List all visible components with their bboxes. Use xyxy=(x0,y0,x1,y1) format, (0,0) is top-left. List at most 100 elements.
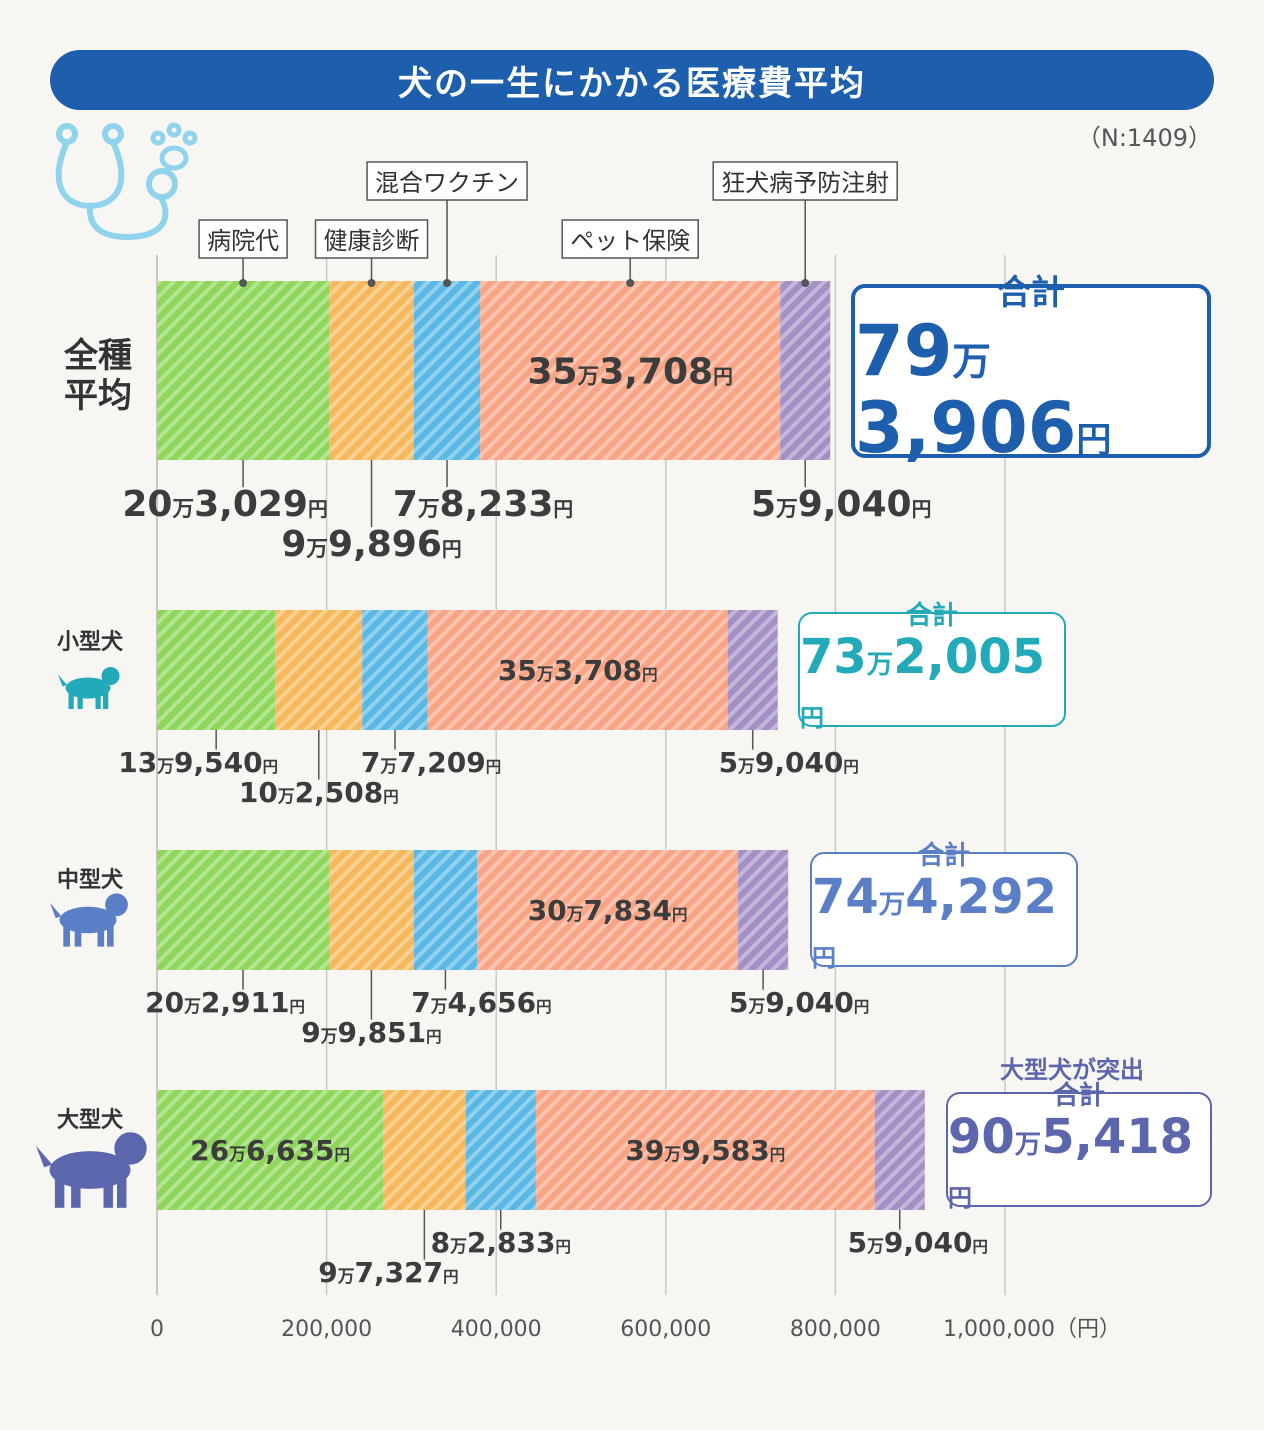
dog-head xyxy=(101,667,120,685)
legend-box xyxy=(366,161,528,201)
bar-texture xyxy=(738,850,789,970)
x-tick-label: 200,000 xyxy=(281,1317,372,1342)
data-label: 20万3,029円 xyxy=(122,484,327,525)
total-value-part: 円 xyxy=(812,943,836,972)
total-value-part: 4,292 xyxy=(905,869,1058,925)
legend-box xyxy=(314,219,429,259)
data-label: 5万9,040円 xyxy=(848,1226,988,1259)
bar-texture xyxy=(780,281,831,460)
dog-leg xyxy=(71,1178,81,1208)
dog-head xyxy=(105,893,128,917)
row-label-small: 小型犬 xyxy=(56,630,123,655)
leader-dot xyxy=(239,279,248,287)
bar-texture xyxy=(383,1090,466,1210)
total-label: 合計 xyxy=(917,841,970,872)
dog-leg xyxy=(95,692,101,709)
total-value-part: 万 xyxy=(1014,1129,1042,1160)
bar-texture xyxy=(480,281,781,460)
total-value: 73万2,005 円 xyxy=(800,631,1064,737)
total-value-part: 2,005 xyxy=(893,629,1046,685)
total-value-part: 万 xyxy=(878,889,906,920)
leader-dot xyxy=(367,279,376,287)
bar-texture xyxy=(413,281,481,460)
data-label: 20万2,911円 xyxy=(145,986,305,1019)
x-tick-label: 600,000 xyxy=(620,1317,711,1342)
total-value-part: 3,906 xyxy=(855,386,1077,469)
total-value-part: 74 xyxy=(812,869,879,925)
total-value-part: 5,418 xyxy=(1041,1109,1194,1165)
legend-label: 狂犬病予防注射 xyxy=(721,169,889,197)
data-label: 7万4,656円 xyxy=(411,986,551,1019)
bar-texture xyxy=(329,850,414,970)
bar-texture xyxy=(874,1090,925,1210)
paw-icon xyxy=(150,122,198,171)
bar-texture xyxy=(413,850,478,970)
dog-leg xyxy=(74,925,82,947)
bar-texture xyxy=(157,850,330,970)
total-box: 合計 73万2,005 円 xyxy=(798,602,1066,731)
data-label: 9万9,851円 xyxy=(301,1016,441,1049)
bar-texture xyxy=(535,1090,875,1210)
total-value-part: 万 xyxy=(866,649,894,680)
data-label: 7万7,209円 xyxy=(361,746,501,779)
data-label: 5万9,040円 xyxy=(729,986,869,1019)
dog-leg xyxy=(97,925,105,947)
bar-texture xyxy=(157,281,330,460)
row-label-medium: 中型犬 xyxy=(56,868,123,893)
stethoscope-icon xyxy=(55,123,178,240)
leader-dot xyxy=(801,279,810,287)
total-box: 合計 90万5,418 円 xyxy=(946,1082,1212,1211)
bar-texture xyxy=(157,1090,384,1210)
dog-leg xyxy=(68,692,74,709)
total-label: 合計 xyxy=(905,601,958,632)
row-label-all: 全種 平均 xyxy=(64,336,132,416)
x-tick-label: 800,000 xyxy=(790,1317,881,1342)
dog-leg xyxy=(117,1178,127,1208)
x-tick-label: 1,000,000（円） xyxy=(943,1317,1121,1342)
large-dog-callout: 大型犬が突出 xyxy=(1000,1056,1144,1084)
dog-icon xyxy=(50,893,128,947)
bar-texture xyxy=(477,850,739,970)
dog-head xyxy=(114,1132,147,1165)
data-label: 5万9,040円 xyxy=(751,484,931,525)
data-label: 9万7,327円 xyxy=(318,1256,458,1289)
dog-tail xyxy=(50,902,62,919)
bar-texture xyxy=(465,1090,536,1210)
x-tick-label: 400,000 xyxy=(451,1317,542,1342)
x-tick-label: 0 xyxy=(150,1317,164,1342)
data-label: 9万9,896円 xyxy=(281,524,461,565)
bar-texture xyxy=(157,610,276,730)
total-value-part: 79 xyxy=(855,309,953,392)
sample-size: （N:1409） xyxy=(1076,124,1212,152)
total-label: 合計 xyxy=(997,273,1065,314)
legend-label: 病院代 xyxy=(207,227,279,255)
bar-texture xyxy=(275,610,363,730)
dog-leg xyxy=(77,692,83,709)
data-label: 7万8,233円 xyxy=(393,484,573,525)
data-label: 8万2,833円 xyxy=(431,1226,571,1259)
legend-label: 健康診断 xyxy=(324,227,420,255)
legend-box xyxy=(712,161,898,201)
data-label: 13万9,540円 xyxy=(118,746,278,779)
total-value-part: 円 xyxy=(948,1183,972,1212)
total-value-part: 90 xyxy=(948,1109,1015,1165)
data-label: 35万3,708円 xyxy=(498,654,658,687)
data-label: 10万2,508円 xyxy=(239,776,399,809)
dog-icon xyxy=(36,1132,147,1208)
leader-dot xyxy=(443,279,452,287)
data-label: 30万7,834円 xyxy=(528,894,688,927)
total-value: 90万5,418 円 xyxy=(948,1111,1210,1217)
bar-texture xyxy=(727,610,778,730)
data-label: 26万6,635円 xyxy=(190,1134,350,1167)
data-label: 39万9,583円 xyxy=(625,1134,785,1167)
data-label: 35万3,708円 xyxy=(527,351,732,392)
legend-label: 混合ワクチン xyxy=(375,169,519,197)
total-value: 74万4,292 円 xyxy=(812,871,1076,977)
bar-texture xyxy=(362,610,428,730)
total-box: 合計 79万3,906円 xyxy=(851,274,1211,466)
dog-icon xyxy=(58,667,120,709)
legend-label: ペット保険 xyxy=(570,227,690,255)
row-label-large: 大型犬 xyxy=(56,1108,123,1133)
dog-leg xyxy=(103,1178,113,1208)
